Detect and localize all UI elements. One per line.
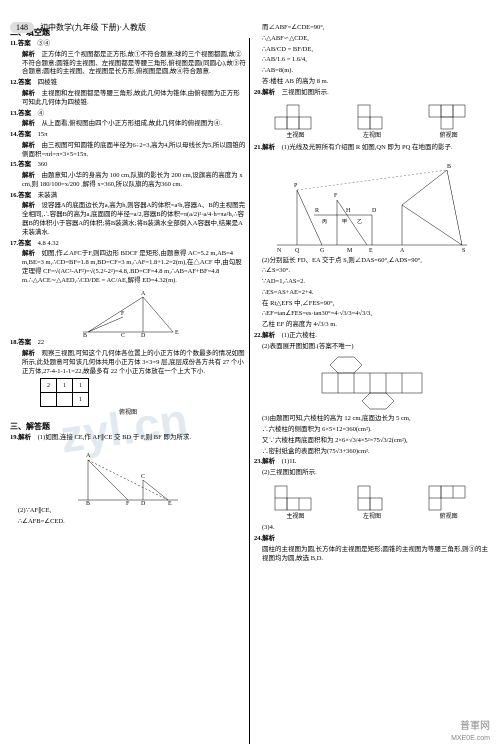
q15: 15.答案 360 (10, 161, 246, 170)
svg-text:P: P (294, 183, 298, 189)
q14: 14.答案 15π (10, 131, 246, 140)
svg-text:N: N (277, 248, 282, 254)
q15-exp: 解析 由题意知,小华的身高为 100 cm,队旗的影长为 200 cm,设旗高的… (10, 172, 246, 190)
svg-text:D: D (141, 333, 146, 337)
q12: 12.答案 四棱锥 (10, 79, 246, 88)
q11-exp: 解析 正方体的三个视图都是正方形,故①不符合题意;球的三个视图都圆,故②不符合题… (10, 51, 246, 77)
q22-2: (2)表面展开图如图.(答案不唯一) (254, 343, 490, 352)
q22-6: ∴密封纸盒的表面积为(75√3+360)cm². (254, 448, 490, 457)
q13-exp: 解析 从上面看,俯视图由四个小正方形组成,故此几何体的俯视图为④. (10, 120, 246, 129)
svg-text:C: C (121, 333, 125, 337)
svg-text:甲: 甲 (342, 219, 347, 225)
q23-2: (2)三视图如图所示. (254, 469, 490, 478)
q21-4: ∵AD=1,∴AS=2. (254, 278, 490, 287)
svg-text:A: A (141, 291, 146, 297)
q21: 21.解析 (1)光线及光照所有介绍图 R 如图,QN 即为 PQ 在地面的影子… (254, 144, 490, 153)
q18-table: 211 1 (40, 378, 89, 407)
q18: 18.答案 22 (10, 339, 246, 348)
section-solve: 三、解答题 (10, 421, 246, 432)
svg-text:B: B (86, 501, 90, 505)
r4: ∴AB/1.6 = 1.6/4, (254, 56, 490, 65)
q21-8: 乙柱 EF 的高度为 4√3/3 m. (254, 321, 490, 330)
footer-watermark: 普軍网 MXE0E.com (451, 720, 490, 744)
svg-text:A: A (400, 248, 405, 254)
svg-text:F: F (334, 193, 338, 199)
q20-views: 主视图 左视图 俯视图 (254, 100, 490, 140)
q24: 24.解析 (254, 535, 490, 544)
svg-text:D: D (141, 501, 146, 505)
svg-text:E: E (168, 501, 172, 505)
page-header: 148 初中数学(九年级 下册)·人教版 (10, 22, 146, 33)
r2: ∴△ABF∽△CDE, (254, 35, 490, 44)
q24-t: 圆柱的主视图为圆,长方体的主视图是矩形;圆锥的主视图为等腰三角形,则③的主视图均… (254, 546, 490, 564)
q14-exp: 解析 由三视图可知圆锥的底面半径为6÷2=3,高为4,所以母线长为5,所以圆锥的… (10, 142, 246, 160)
q19-figure: A C B F D E (68, 445, 188, 505)
q19-p2: ∴∠AFB=∠CED. (10, 518, 246, 527)
r6: 答:楼柱 AB 的高为 8 m. (254, 78, 490, 87)
svg-text:H: H (346, 208, 351, 214)
q21-2: (2)分别延长 FD、EA 交于点 S,则∠DAS=60°,∠ADS=90°, (254, 257, 490, 266)
svg-text:C: C (141, 474, 145, 480)
q16: 16.答案 未装满 (10, 192, 246, 201)
right-column: 而∠ABF=∠CDE=90°, ∴△ABF∽△CDE, ∴AB/CD = BF/… (254, 24, 490, 565)
table-caption: 俯视图 (10, 409, 246, 417)
q17-figure: A E D C B F (73, 287, 183, 337)
page-content: 二、填空题 11.答案 ③④ 解析 正方体的三个视图都是正方形,故①不符合题意;… (0, 16, 500, 573)
svg-text:乙: 乙 (357, 218, 362, 225)
q23-3: (3)4. (254, 524, 490, 533)
book-title: 初中数学(九年级 下册)·人教版 (40, 23, 146, 32)
q21-6: 在 Rt△EFS 中,∠FES=90°, (254, 300, 490, 309)
r5: ∴AB=8(m). (254, 67, 490, 76)
svg-text:丙: 丙 (322, 219, 327, 225)
svg-text:B: B (447, 164, 451, 170)
page-number: 148 (10, 22, 34, 33)
q22-4: ∴六棱柱的侧面积为 6×5×12=360(cm²). (254, 426, 490, 435)
q22-3: (3)由题图可知,六棱柱的高为 12 cm,底面边长为 5 cm, (254, 415, 490, 424)
q16-exp: 解析 设容器A的底面边长为a,高为h,则容器A的体积=a²h,容器A、B的主视图… (10, 202, 246, 237)
svg-text:F: F (126, 501, 130, 505)
q20: 20.解析 三视图如图所示. (254, 89, 490, 98)
q18-exp: 解析 观察三视图,可知这个几何体各位置上的小正方体的个数最多的情况如图所示,此处… (10, 350, 246, 376)
svg-text:F: F (121, 311, 125, 317)
svg-text:S: S (462, 248, 465, 254)
svg-text:A: A (86, 453, 91, 459)
q21-7: ∴EF=tan∠FES=es·tan30°=4·√3/3=4√3/3, (254, 310, 490, 319)
left-column: 二、填空题 11.答案 ③④ 解析 正方体的三个视图都是正方形,故①不符合题意;… (10, 24, 246, 565)
q23: 23.解析 (1)1L (254, 458, 490, 467)
svg-text:E: E (369, 248, 373, 254)
q21-3: ∴∠S=30°. (254, 267, 490, 276)
q19-p1: (2)∵AF∥CE, (10, 507, 246, 516)
q13: 13.答案 ④ (10, 110, 246, 119)
q21-5: ∴ES=AS+AE=2+4. (254, 289, 490, 298)
q12-exp: 解析 主视图和左视图都是等腰三角形,故此几何体为锥体,由俯视图为正方形可知此几何… (10, 90, 246, 108)
q22-5: 又∵六棱柱两底面积和为 2×6×√3/4×5²=75√3/2(cm²), (254, 437, 490, 446)
q21-figure: P F 丙 甲 乙 B N Q G M E A S D R H (272, 155, 472, 255)
svg-text:B: B (83, 333, 87, 337)
q22: 22.解析 (1)正六棱柱. (254, 332, 490, 341)
svg-text:R: R (315, 208, 319, 214)
svg-text:E: E (175, 330, 179, 336)
q17-exp: 解析 如图,作∠AFC于F,则四边形 BDCF 是矩形,由题意得 AC=5.2 … (10, 250, 246, 285)
column-divider (249, 38, 250, 744)
svg-text:Q: Q (295, 248, 300, 254)
q11: 11.答案 ③④ (10, 40, 246, 49)
svg-text:M: M (347, 248, 353, 254)
q22-figure (302, 353, 442, 413)
q17: 17.答案 4.8 4.32 (10, 240, 246, 249)
q19: 19.解析 (1)如图,连接 CE,作 AF∥CE 交 BD 于 F,则 BF … (10, 434, 246, 443)
r1: 而∠ABF=∠CDE=90°, (254, 24, 490, 33)
svg-text:G: G (320, 248, 325, 254)
r3: ∴AB/CD = BF/DE, (254, 46, 490, 55)
q23-views: 主视图 左视图 俯视图 (254, 481, 490, 521)
svg-text:D: D (372, 208, 377, 214)
